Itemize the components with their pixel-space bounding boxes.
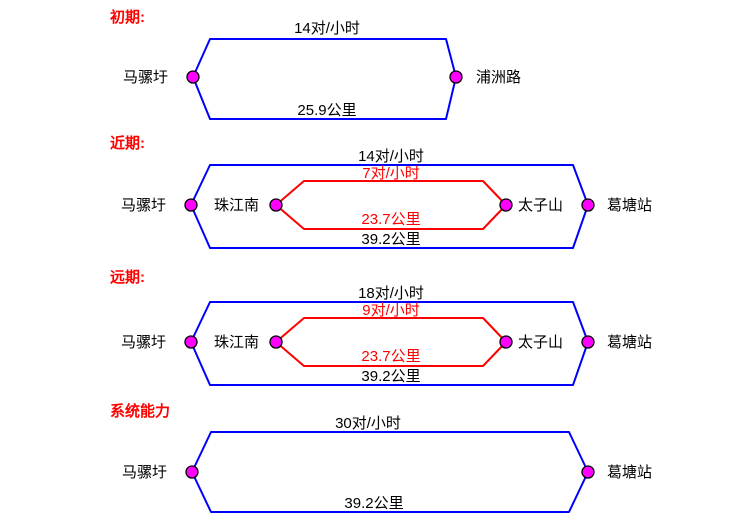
svg-text:39.2公里: 39.2公里: [361, 368, 420, 385]
svg-text:14对/小时: 14对/小时: [358, 148, 424, 165]
svg-text:39.2公里: 39.2公里: [344, 495, 403, 512]
svg-text:39.2公里: 39.2公里: [361, 231, 420, 248]
svg-text:25.9公里: 25.9公里: [297, 102, 356, 119]
svg-text:太子山: 太子山: [518, 197, 563, 214]
svg-text:远期:: 远期:: [110, 268, 145, 286]
svg-text:太子山: 太子山: [518, 334, 563, 351]
svg-text:浦洲路: 浦洲路: [476, 69, 521, 86]
svg-text:23.7公里: 23.7公里: [361, 348, 420, 365]
svg-text:14对/小时: 14对/小时: [294, 20, 360, 37]
svg-text:9对/小时: 9对/小时: [362, 302, 420, 319]
svg-text:马骡圩: 马骡圩: [121, 334, 166, 351]
svg-text:马骡圩: 马骡圩: [121, 197, 166, 214]
svg-text:马骡圩: 马骡圩: [123, 69, 168, 86]
svg-text:葛塘站: 葛塘站: [607, 197, 652, 214]
svg-text:葛塘站: 葛塘站: [607, 334, 652, 351]
svg-text:珠江南: 珠江南: [214, 197, 259, 214]
svg-text:初期:: 初期:: [110, 8, 145, 26]
svg-text:18对/小时: 18对/小时: [358, 285, 424, 302]
svg-text:23.7公里: 23.7公里: [361, 211, 420, 228]
svg-text:近期:: 近期:: [110, 134, 145, 152]
svg-text:系统能力: 系统能力: [110, 402, 170, 420]
svg-text:珠江南: 珠江南: [214, 334, 259, 351]
svg-text:马骡圩: 马骡圩: [122, 464, 167, 481]
svg-text:葛塘站: 葛塘站: [607, 464, 652, 481]
svg-text:30对/小时: 30对/小时: [335, 415, 401, 432]
svg-text:7对/小时: 7对/小时: [362, 165, 420, 182]
